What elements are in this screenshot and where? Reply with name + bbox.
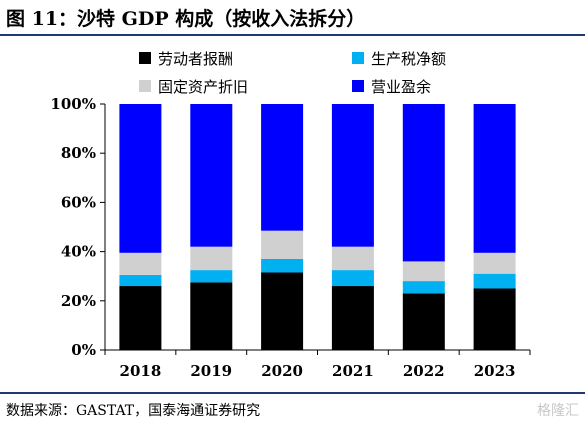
axes: 0% 20% 40% 60% 80% 100% 2018 2019 2020 2021 2022 20…	[50, 95, 531, 380]
x-tick-label: 2019	[190, 362, 232, 380]
bar-segment	[331, 286, 374, 350]
bar-segment	[119, 104, 162, 253]
bar-segment	[402, 104, 445, 262]
x-tick-label: 2022	[403, 362, 445, 380]
bar-segment	[402, 281, 445, 294]
bar-segment	[190, 246, 233, 271]
bar-segment	[473, 273, 516, 289]
figure-title: 图 11：沙特 GDP 构成（按收入法拆分）	[6, 8, 366, 30]
legend-label: 固定资产折旧	[158, 78, 248, 96]
legend-label: 营业盈余	[371, 78, 431, 96]
bar-segment	[190, 104, 233, 247]
source-note: 数据来源：GASTAT，国泰海通证券研究	[6, 403, 261, 419]
bottom-rule	[0, 392, 585, 394]
bar-segment	[190, 270, 233, 283]
title-rule	[0, 34, 585, 36]
legend-swatch	[139, 80, 151, 92]
legend-label: 生产税净额	[371, 50, 446, 68]
bars	[119, 104, 516, 350]
bar-segment	[119, 252, 162, 275]
y-tick-label: 80%	[61, 144, 96, 162]
bar-segment	[473, 252, 516, 274]
x-tick-label: 2018	[120, 362, 162, 380]
bar-segment	[402, 261, 445, 282]
x-tick-label: 2023	[474, 362, 516, 380]
bar-segment	[261, 272, 304, 350]
bar-segment	[119, 286, 162, 350]
bar-segment	[473, 104, 516, 253]
y-tick-label: 20%	[61, 292, 96, 310]
bar-segment	[261, 259, 304, 273]
bar-segment	[261, 104, 304, 231]
bar-segment	[331, 246, 374, 271]
legend-swatch	[352, 52, 364, 64]
legend-swatch	[352, 80, 364, 92]
legend-swatch	[139, 52, 151, 64]
bar-segment	[331, 104, 374, 247]
legend-label: 劳动者报酬	[158, 50, 233, 68]
bar-segment	[473, 288, 516, 350]
y-tick-label: 40%	[61, 243, 96, 261]
bar-segment	[190, 282, 233, 350]
bar-segment	[331, 270, 374, 287]
y-tick-label: 60%	[61, 193, 96, 211]
watermark-logo: 格隆汇	[537, 403, 579, 419]
x-tick-label: 2021	[332, 362, 374, 380]
bar-segment	[261, 230, 304, 259]
y-tick-label: 0%	[71, 341, 96, 359]
bar-segment	[119, 275, 162, 287]
y-tick-label: 100%	[50, 95, 96, 113]
x-tick-label: 2020	[261, 362, 303, 380]
bar-segment	[402, 293, 445, 350]
